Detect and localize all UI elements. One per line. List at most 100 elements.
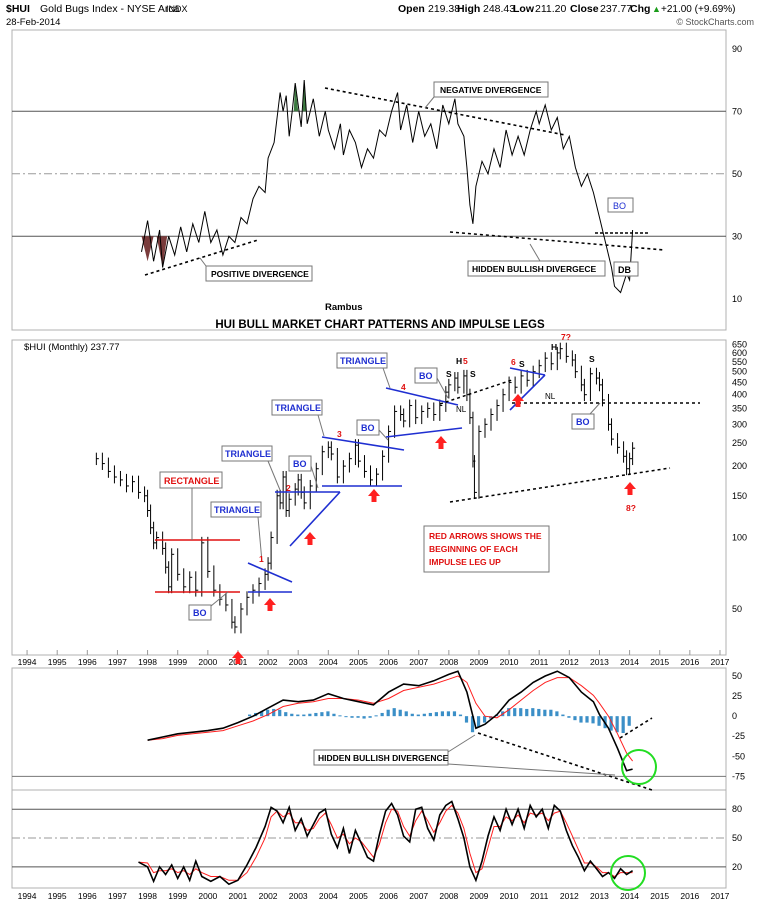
wave-5-label: 5 xyxy=(463,356,468,366)
rsi-bottom-xtick-label: 2009 xyxy=(470,891,489,901)
macd-histogram-bar xyxy=(567,716,571,718)
macd-highlight-circle xyxy=(621,749,657,785)
price-labels: RECTANGLE TRIANGLE TRIANGLE TRIANGLE TRI… xyxy=(159,332,636,621)
bo-2-pointer xyxy=(310,465,319,489)
macd-hidden-bullish-box xyxy=(313,749,449,766)
rsi-bottom-xtick-label: 2012 xyxy=(560,891,579,901)
price-ytick-label: 250 xyxy=(732,438,747,448)
price-xtick-label: 2004 xyxy=(319,657,338,667)
macd-histogram-bar xyxy=(278,709,282,717)
macd-histogram-bar xyxy=(314,712,318,717)
watermark: © StockCharts.com xyxy=(676,17,754,27)
price-xtick-label: 2016 xyxy=(680,657,699,667)
rsi-bottom-ytick-label: 80 xyxy=(732,804,742,814)
header-low-value: 211.20 xyxy=(535,3,566,15)
price-ytick-label: 650 xyxy=(732,340,747,350)
rsi-bottom-ytick-label: 20 xyxy=(732,862,742,872)
rambus-label: Rambus xyxy=(325,302,362,313)
rsi-bottom-xtick-label: 2017 xyxy=(711,891,730,901)
bo-2-label: BO xyxy=(293,459,307,469)
macd-histogram-bar xyxy=(356,716,360,718)
panel-macd: -75 -50 -25 0 25 50 xyxy=(12,670,745,781)
db-label: DB xyxy=(618,265,631,275)
macd-histogram-bar xyxy=(525,708,529,717)
macd-histogram-bar xyxy=(446,711,451,717)
red-arrows-note-line-1: RED ARROWS SHOWS THE xyxy=(429,531,542,541)
bo-2-box xyxy=(288,455,312,472)
macd-line xyxy=(147,670,633,772)
rsi-bottom-xtick-label: 1997 xyxy=(108,891,127,901)
macd-histogram-bar xyxy=(332,713,336,717)
price-xtick-label: 2010 xyxy=(500,657,519,667)
triangle-4-box xyxy=(336,352,388,369)
rsi-bottom-xtick-label: 2001 xyxy=(228,891,247,901)
bo-3-pointer xyxy=(378,429,389,441)
rsi-bottom-xtick-label: 2011 xyxy=(530,891,549,901)
header-exchange: INDX xyxy=(166,4,188,14)
bo-top-label: BO xyxy=(613,201,626,211)
shoulder-label-4: S xyxy=(589,354,595,364)
macd-histogram-bar xyxy=(308,713,312,717)
macd-hidden-bullish-label: HIDDEN BULLISH DIVERGENCE xyxy=(318,753,449,763)
rsi-highlight-circle xyxy=(610,855,646,891)
neckline-1 xyxy=(439,379,513,405)
macd-histogram-bar xyxy=(585,716,589,723)
price-xtick-label: 2007 xyxy=(409,657,428,667)
wave-2-label: 2 xyxy=(286,483,291,493)
impulse-up-arrow-icon xyxy=(512,394,524,407)
header-name: Gold Bugs Index - NYSE Arca xyxy=(40,3,180,15)
price-ytick-label: 600 xyxy=(732,348,747,358)
macd-ytick-label: 25 xyxy=(732,691,742,701)
triangle-2-bottom xyxy=(289,491,341,547)
shoulder-label-3: S xyxy=(519,359,525,369)
positive-divergence-line xyxy=(144,239,259,276)
macd-histogram-bar xyxy=(428,712,432,717)
hidden-bullish-top-box xyxy=(467,260,606,277)
price-xtick-label: 1995 xyxy=(48,657,67,667)
price-ytick-label: 150 xyxy=(732,491,747,501)
macd-histogram-bar xyxy=(404,711,408,717)
rsi-top-ytick-label: 30 xyxy=(732,231,742,241)
triangle-2-label: TRIANGLE xyxy=(225,449,271,459)
negative-divergence-line xyxy=(324,87,566,136)
macd-ytick-label: -50 xyxy=(732,751,745,761)
macd-ytick-label: -25 xyxy=(732,731,745,741)
price-xtick-label: 1998 xyxy=(138,657,157,667)
macd-histogram-bar xyxy=(452,711,457,717)
wave-7-label: 7? xyxy=(561,332,571,342)
rsi-bottom-xtick-label: 2006 xyxy=(379,891,398,901)
macd-histogram-bar xyxy=(615,716,619,733)
macd-histogram-bar xyxy=(464,716,469,723)
price-xtick-label: 2013 xyxy=(590,657,609,667)
price-ytick-label: 50 xyxy=(732,604,742,614)
price-xtick-label: 1994 xyxy=(18,657,37,667)
red-arrows-note-box xyxy=(423,525,550,573)
price-ytick-label: 450 xyxy=(732,378,747,388)
macd-hidden-bullish-pointer-2 xyxy=(447,763,616,776)
positive-divergence-pointer xyxy=(199,257,207,267)
price-legend-label: $HUI (Monthly) 237.77 xyxy=(24,342,120,353)
macd-ytick-label: 0 xyxy=(732,711,737,721)
bo-4-box xyxy=(414,367,438,384)
macd-histogram-bar xyxy=(573,716,577,721)
macd-histogram-bar xyxy=(260,711,264,717)
impulse-arrows xyxy=(232,394,636,664)
macd-histogram-divergence-line xyxy=(619,717,653,739)
macd-histogram-bar xyxy=(344,716,348,718)
macd-hidden-bullish-pointer-1 xyxy=(447,734,476,753)
neckline-label-2: NL xyxy=(545,392,556,401)
price-xtick-label: 2015 xyxy=(650,657,669,667)
panel-rsi-top-frame xyxy=(11,29,727,331)
macd-histogram-bar xyxy=(374,715,378,717)
bo-top-box xyxy=(607,197,634,213)
macd-histogram-bar xyxy=(338,715,342,717)
neckline-label-1: NL xyxy=(456,405,467,414)
macd-histogram-bar xyxy=(422,713,426,717)
rsi-bottom-xtick-label: 1996 xyxy=(78,891,97,901)
price-xtick-label: 2000 xyxy=(198,657,217,667)
triangle-2-box xyxy=(221,445,273,462)
positive-divergence-box xyxy=(205,265,313,282)
macd-histogram-bar xyxy=(386,709,390,717)
